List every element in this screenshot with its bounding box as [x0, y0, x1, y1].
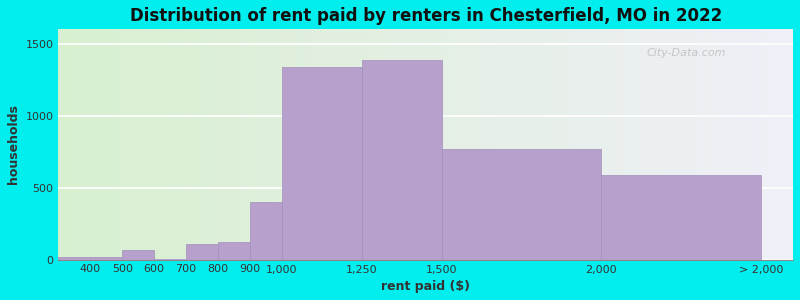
- Y-axis label: households: households: [7, 104, 20, 184]
- Bar: [442, 149, 602, 260]
- Bar: [186, 244, 218, 260]
- Bar: [58, 257, 90, 260]
- Text: City-Data.com: City-Data.com: [646, 48, 726, 58]
- Bar: [250, 202, 282, 260]
- Bar: [218, 242, 250, 260]
- Bar: [154, 259, 186, 260]
- Title: Distribution of rent paid by renters in Chesterfield, MO in 2022: Distribution of rent paid by renters in …: [130, 7, 722, 25]
- X-axis label: rent paid ($): rent paid ($): [382, 280, 470, 293]
- Bar: [602, 175, 761, 260]
- Bar: [362, 59, 442, 260]
- Bar: [282, 67, 362, 260]
- Bar: [122, 250, 154, 260]
- Bar: [90, 257, 122, 260]
